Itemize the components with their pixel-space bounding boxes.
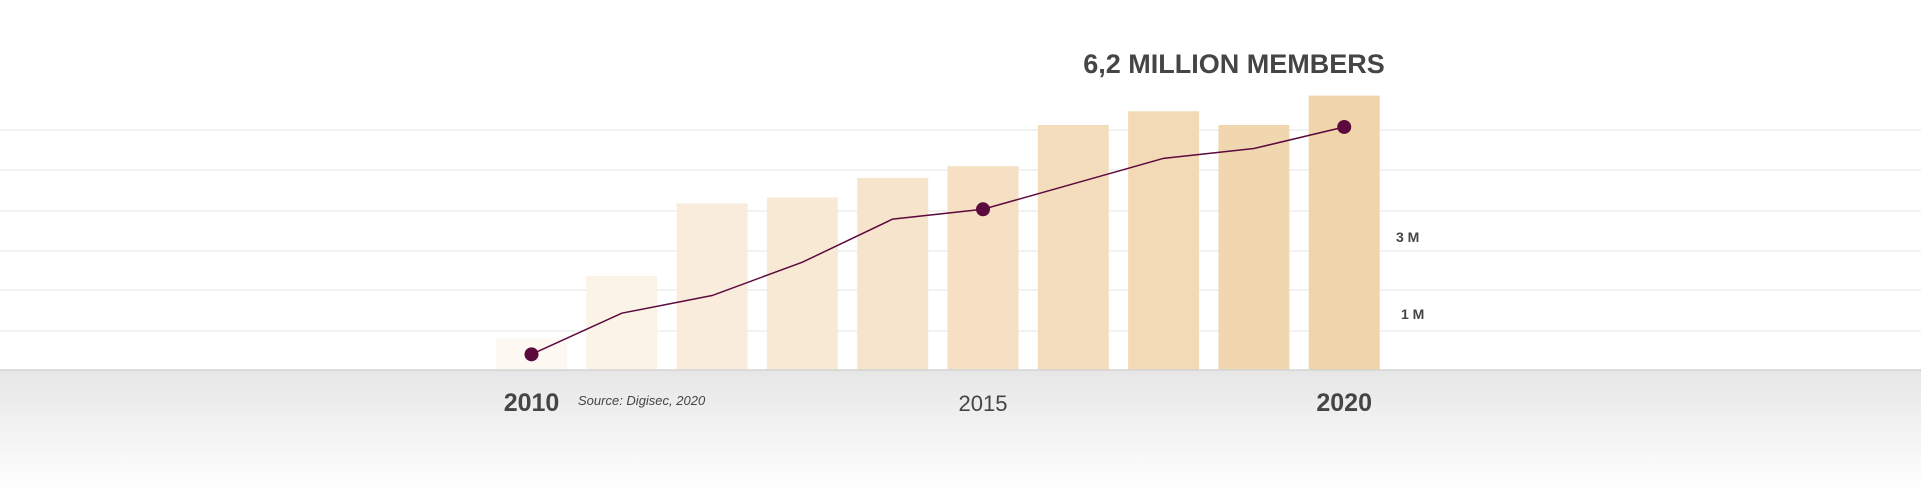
bar bbox=[1308, 95, 1380, 370]
x-tick-labels: 2010 2015 2020 bbox=[504, 389, 1372, 417]
bar bbox=[766, 197, 838, 370]
line-series bbox=[524, 119, 1352, 362]
bars bbox=[496, 95, 1380, 370]
trend-line bbox=[531, 126, 1345, 356]
line-marker bbox=[1337, 119, 1352, 134]
x-tick-label: 2020 bbox=[1316, 389, 1372, 417]
y-tick-label-3m: 3 M bbox=[1396, 229, 1419, 245]
chart-title: 6,2 MILLION MEMBERS bbox=[1083, 49, 1385, 79]
bar bbox=[586, 275, 658, 370]
x-tick-label: 2015 bbox=[959, 391, 1008, 416]
bar bbox=[857, 177, 929, 370]
bar bbox=[1128, 111, 1200, 370]
line-marker bbox=[524, 347, 539, 362]
source-note: Source: Digisec, 2020 bbox=[578, 393, 706, 408]
line-marker bbox=[976, 202, 990, 217]
floor-shadow bbox=[0, 370, 1921, 492]
x-tick-label: 2010 bbox=[504, 389, 560, 417]
bar bbox=[947, 166, 1019, 370]
bar bbox=[1218, 125, 1290, 370]
bar bbox=[1037, 125, 1109, 370]
y-tick-label-1m: 1 M bbox=[1401, 306, 1424, 322]
